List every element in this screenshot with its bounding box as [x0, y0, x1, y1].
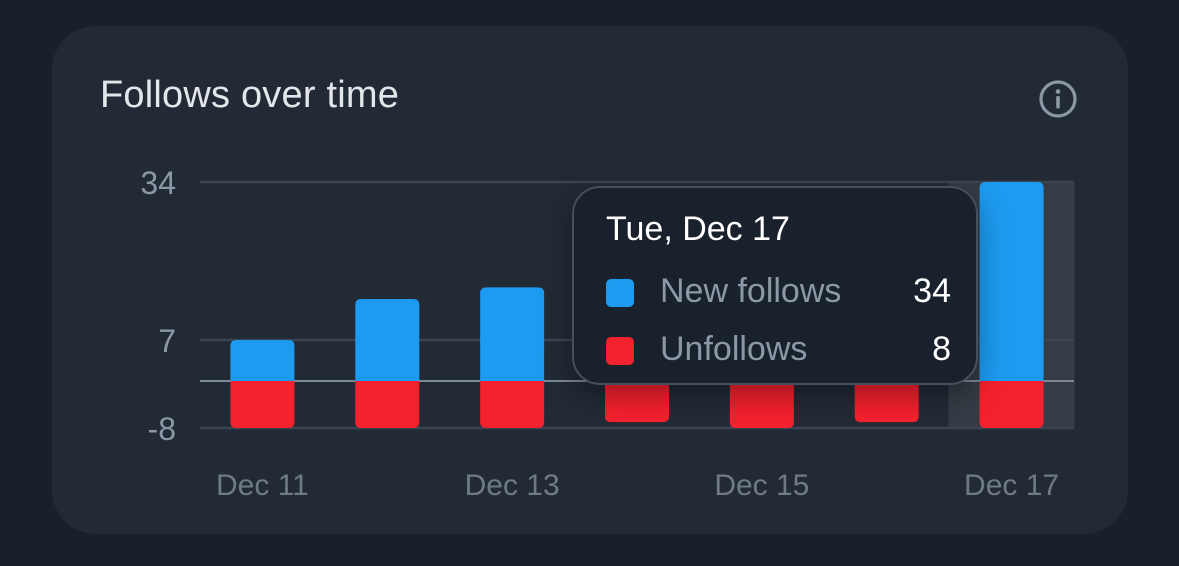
unfollows-swatch: [606, 337, 634, 365]
info-circle-icon[interactable]: [1037, 78, 1079, 120]
unfollows-bar: [605, 381, 669, 423]
tooltip-label: New follows: [660, 272, 842, 310]
x-tick-label: Dec 17: [964, 469, 1059, 502]
new-follows-bar: [480, 287, 545, 381]
unfollows-bar: [355, 381, 420, 428]
new-follows-bar: [355, 299, 420, 381]
tooltip-value: 34: [913, 272, 951, 310]
x-tick-label: Dec 13: [465, 469, 560, 502]
tooltip-value: 8: [932, 330, 951, 368]
y-tick-label: -8: [148, 411, 176, 447]
y-tick-label: 34: [140, 165, 176, 201]
unfollows-bar: [854, 381, 919, 423]
unfollows-bar: [230, 381, 295, 428]
chart-tooltip: Tue, Dec 17 New follows 34 Unfollows 8: [572, 186, 978, 385]
unfollows-bar: [729, 381, 794, 428]
unfollows-bar: [979, 381, 1044, 428]
x-tick-label: Dec 15: [714, 469, 809, 502]
new-follows-swatch: [606, 279, 634, 307]
new-follows-bar: [230, 340, 295, 381]
tooltip-label: Unfollows: [660, 330, 808, 368]
new-follows-bar: [979, 182, 1044, 381]
tooltip-row-unfollows: Unfollows 8: [606, 328, 951, 372]
x-tick-label: Dec 11: [216, 469, 309, 502]
tooltip-row-new-follows: New follows 34: [606, 270, 951, 314]
tooltip-date: Tue, Dec 17: [606, 210, 790, 248]
y-tick-label: 7: [158, 323, 176, 359]
unfollows-bar: [480, 381, 545, 428]
card-title: Follows over time: [100, 74, 400, 116]
